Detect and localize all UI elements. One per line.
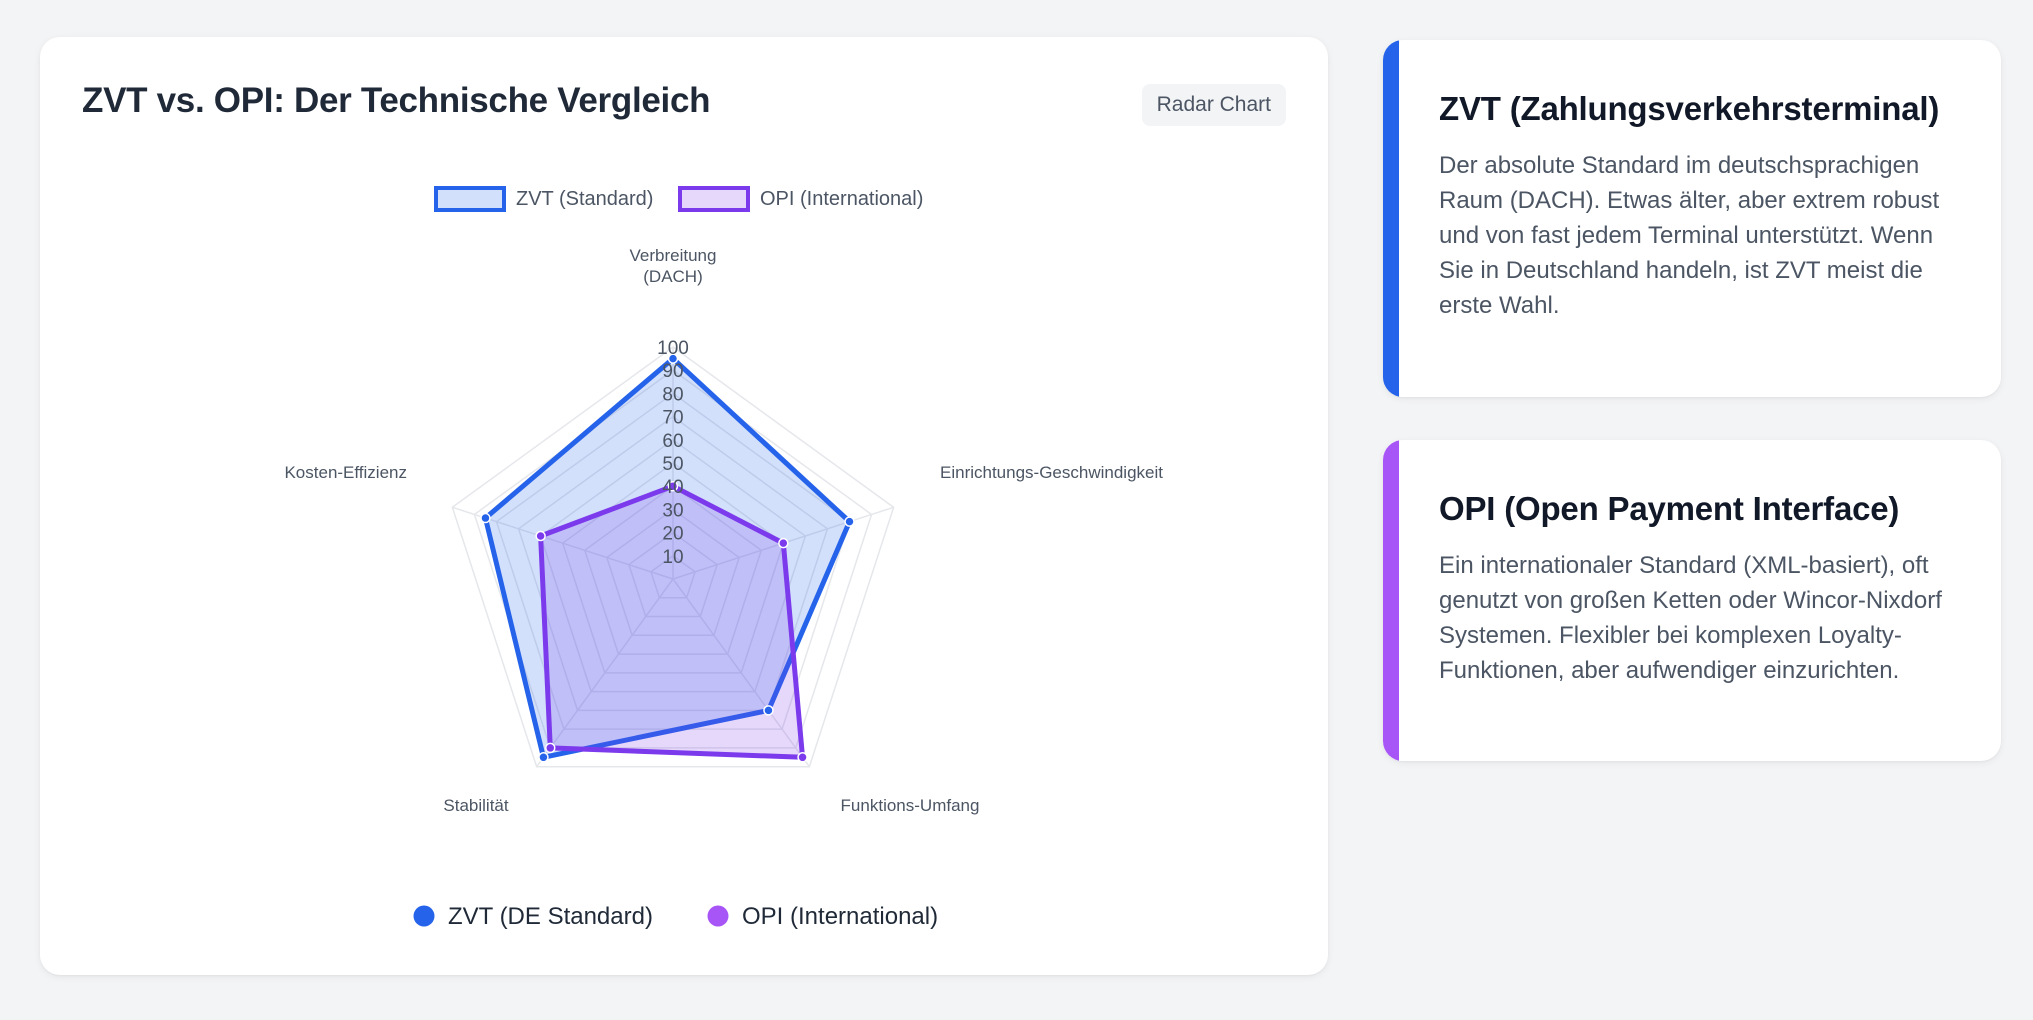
radial-tick-label: 10 bbox=[662, 547, 683, 568]
axis-label-line: Funktions-Umfang bbox=[841, 796, 980, 815]
card-title: OPI (Open Payment Interface) bbox=[1439, 490, 1900, 527]
radial-tick-label: 80 bbox=[662, 384, 683, 405]
card-text: Ein internationaler Standard (XML-basier… bbox=[1439, 552, 1942, 684]
axis-label-line: Einrichtungs-Geschwindigkeit bbox=[940, 463, 1163, 482]
chart-type-badge: Radar Chart bbox=[1141, 84, 1286, 126]
legend-label: ZVT (Standard) bbox=[516, 188, 653, 210]
radial-tick-label: 50 bbox=[662, 454, 683, 475]
data-point-zvt bbox=[480, 512, 491, 524]
axis-label-line: Stabilität bbox=[443, 796, 508, 815]
axis-label: Stabilität bbox=[443, 796, 508, 815]
radar-spoke bbox=[672, 578, 810, 768]
zvt-info-card: ZVT (Zahlungsverkehrsterminal) Der absol… bbox=[1383, 40, 2001, 397]
card-accent-bar bbox=[1383, 40, 1399, 397]
radial-tick-label: 20 bbox=[662, 524, 683, 545]
axis-label: Kosten-Effizienz bbox=[284, 463, 407, 482]
bottom-legend-dot-zvt bbox=[413, 905, 435, 927]
axis-label-line: (DACH) bbox=[643, 267, 703, 286]
data-point-opi bbox=[797, 752, 808, 763]
axis-label: Funktions-Umfang bbox=[841, 796, 980, 815]
card-title: ZVT (Zahlungsverkehrsterminal) bbox=[1439, 90, 1940, 127]
chart-card: ZVT vs. OPI: Der Technische Vergleich Ra… bbox=[40, 37, 1328, 975]
radial-tick-label: 30 bbox=[662, 500, 683, 521]
radar-grid-ring bbox=[627, 531, 719, 618]
axis-label: Einrichtungs-Geschwindigkeit bbox=[940, 463, 1163, 482]
radar-grid-ring bbox=[561, 462, 785, 674]
axis-label: Verbreitung (DACH) bbox=[630, 246, 717, 286]
radial-tick-label: 100 bbox=[657, 338, 689, 359]
data-point-opi bbox=[545, 742, 556, 754]
radar-grid-ring bbox=[473, 369, 873, 749]
data-point-zvt bbox=[763, 705, 774, 716]
data-point-zvt bbox=[844, 516, 855, 527]
radar-grid-ring bbox=[605, 508, 741, 637]
opi-info-card: OPI (Open Payment Interface) Ein interna… bbox=[1383, 440, 2001, 761]
axis-label-line: Kosten-Effizienz bbox=[284, 463, 407, 482]
radial-tick-label: 60 bbox=[662, 431, 683, 452]
legend-label: OPI (International) bbox=[760, 188, 923, 210]
radial-tick-label: 40 bbox=[662, 477, 683, 498]
data-point-opi bbox=[667, 480, 679, 492]
bottom-legend-label: ZVT (DE Standard) bbox=[448, 903, 653, 930]
card-text: Der absolute Standard im deutschsprachig… bbox=[1439, 152, 1940, 319]
radial-tick-label: 70 bbox=[662, 408, 683, 429]
bottom-legend-dot-opi bbox=[707, 905, 729, 927]
axis-label-line: Verbreitung bbox=[630, 246, 717, 265]
data-point-opi bbox=[778, 537, 789, 549]
series-polygon-opi bbox=[538, 483, 806, 760]
radial-tick-label: 90 bbox=[662, 361, 683, 382]
radar-grid-ring bbox=[650, 554, 696, 599]
radar-grid-ring bbox=[517, 415, 829, 712]
radar-spoke bbox=[536, 578, 674, 768]
legend-swatch-opi bbox=[678, 186, 750, 212]
card-accent-bar bbox=[1383, 440, 1399, 761]
data-point-opi bbox=[535, 530, 546, 542]
chart-title: ZVT vs. OPI: Der Technische Vergleich bbox=[82, 81, 711, 120]
radar-grid-ring bbox=[539, 438, 807, 693]
radar-grid-ring bbox=[451, 346, 895, 768]
data-point-zvt bbox=[538, 752, 549, 763]
bottom-legend-label: OPI (International) bbox=[742, 903, 938, 930]
legend-swatch-zvt bbox=[434, 186, 506, 212]
radar-grid-ring bbox=[583, 485, 763, 655]
series-polygon-zvt bbox=[482, 356, 853, 760]
data-point-zvt bbox=[667, 353, 679, 364]
